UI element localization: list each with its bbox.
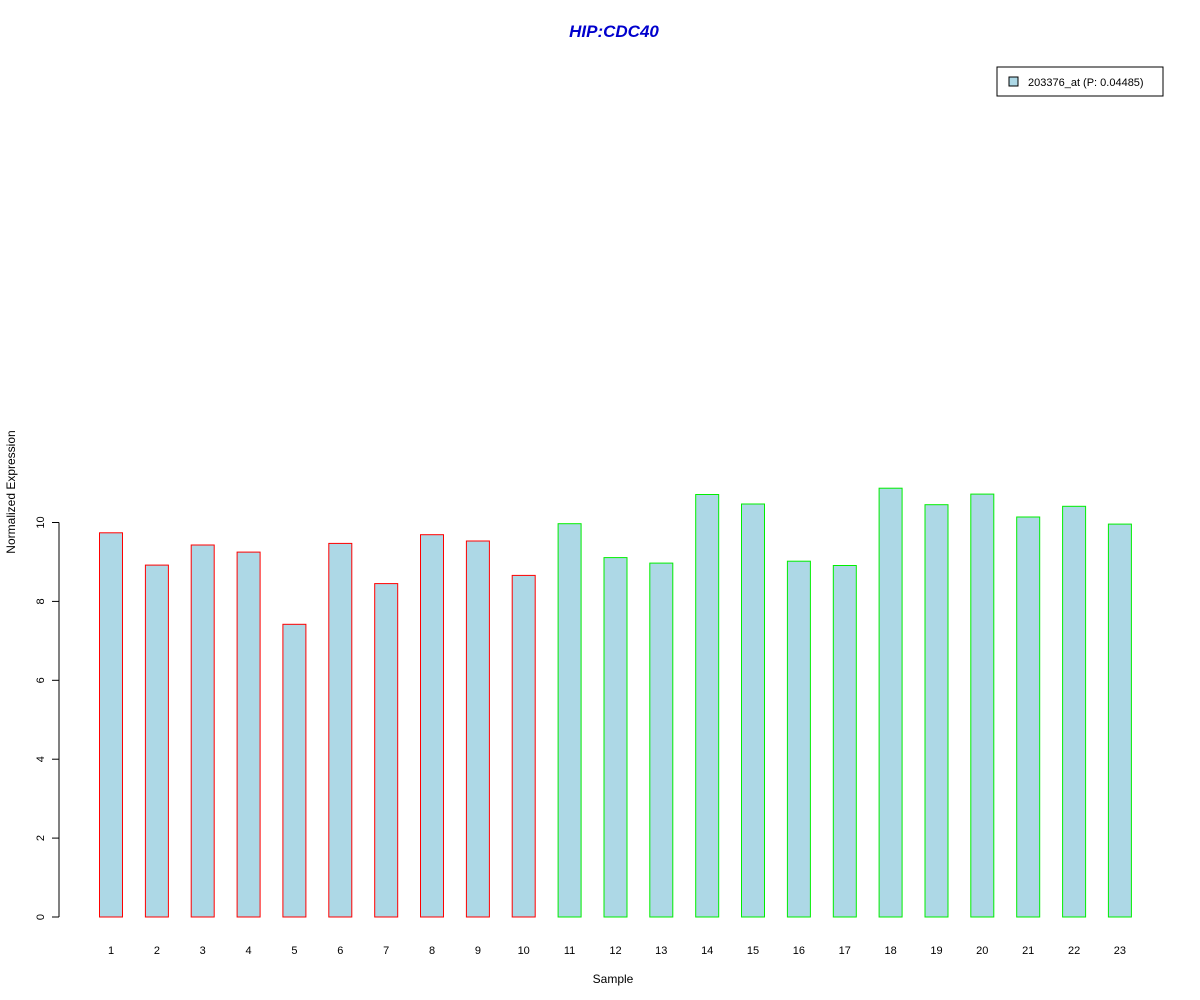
bar-sample-23: [1107, 523, 1132, 918]
x-tick-label-11: 11: [564, 945, 575, 957]
bars-group: [99, 487, 1132, 918]
y-tick-label-4: 4: [35, 756, 47, 762]
x-tick-label-17: 17: [839, 945, 851, 957]
x-tick-label-13: 13: [655, 945, 667, 957]
bar-sample-9: [465, 540, 490, 918]
bar-sample-20: [970, 493, 995, 918]
bar-sample-14: [695, 494, 720, 918]
x-tick-label-5: 5: [291, 945, 297, 957]
y-axis-label: Normalized Expression: [4, 430, 18, 553]
bar-sample-16: [786, 560, 811, 918]
x-tick-label-20: 20: [976, 945, 988, 957]
x-tick-label-8: 8: [429, 945, 435, 957]
y-tick-label-8: 8: [35, 598, 47, 604]
bar-sample-13: [649, 562, 674, 918]
bar-sample-3: [190, 544, 215, 918]
chart-title: HIP:CDC40: [569, 22, 659, 41]
y-tick-label-2: 2: [35, 835, 47, 841]
x-tick-label-2: 2: [154, 945, 160, 957]
legend-entry-label: 203376_at (P: 0.04485): [1028, 77, 1144, 89]
x-tick-label-16: 16: [793, 945, 805, 957]
y-tick-label-0: 0: [35, 914, 47, 920]
bar-sample-19: [924, 504, 949, 918]
bar-sample-1: [99, 532, 123, 918]
y-axis: 0 2 4 6 8 10: [35, 516, 60, 920]
bar-sample-10: [511, 574, 536, 918]
bar-sample-5: [282, 623, 307, 918]
bar-sample-4: [236, 551, 261, 918]
bar-sample-18: [878, 487, 903, 918]
x-tick-label-15: 15: [747, 945, 759, 957]
x-tick-label-1: 1: [108, 945, 114, 957]
x-tick-label-9: 9: [475, 945, 481, 957]
bar-sample-15: [741, 503, 765, 918]
bar-sample-8: [420, 534, 444, 918]
legend-swatch: [1008, 76, 1019, 87]
bar-sample-21: [1016, 516, 1041, 918]
x-tick-label-21: 21: [1022, 945, 1034, 957]
legend-box: [996, 66, 1164, 97]
bar-sample-12: [603, 557, 628, 918]
y-tick-label-10: 10: [35, 516, 47, 528]
x-tick-label-4: 4: [246, 945, 252, 957]
y-tick-label-6: 6: [35, 677, 47, 683]
bar-sample-11: [557, 523, 582, 918]
x-tick-label-3: 3: [200, 945, 206, 957]
x-tick-label-10: 10: [518, 945, 530, 957]
x-tick-label-19: 19: [930, 945, 942, 957]
x-tick-label-6: 6: [337, 945, 343, 957]
bar-sample-2: [144, 564, 169, 918]
x-tick-labels: 1 2 3 4 5 6 7 8 9 10 11 12 13 14 15 16 17 18 19 20 21 22 23: [108, 945, 1126, 957]
x-tick-label-18: 18: [884, 945, 896, 957]
x-tick-label-14: 14: [701, 945, 713, 957]
x-tick-label-12: 12: [609, 945, 621, 957]
x-tick-label-7: 7: [383, 945, 389, 957]
x-tick-label-22: 22: [1068, 945, 1080, 957]
x-axis-label: Sample: [593, 972, 634, 986]
legend: 203376_at (P: 0.04485): [996, 66, 1164, 97]
x-tick-label-23: 23: [1114, 945, 1126, 957]
bar-sample-17: [832, 565, 857, 918]
bar-sample-6: [328, 542, 353, 918]
bar-sample-22: [1062, 505, 1087, 918]
bar-sample-7: [374, 583, 399, 918]
